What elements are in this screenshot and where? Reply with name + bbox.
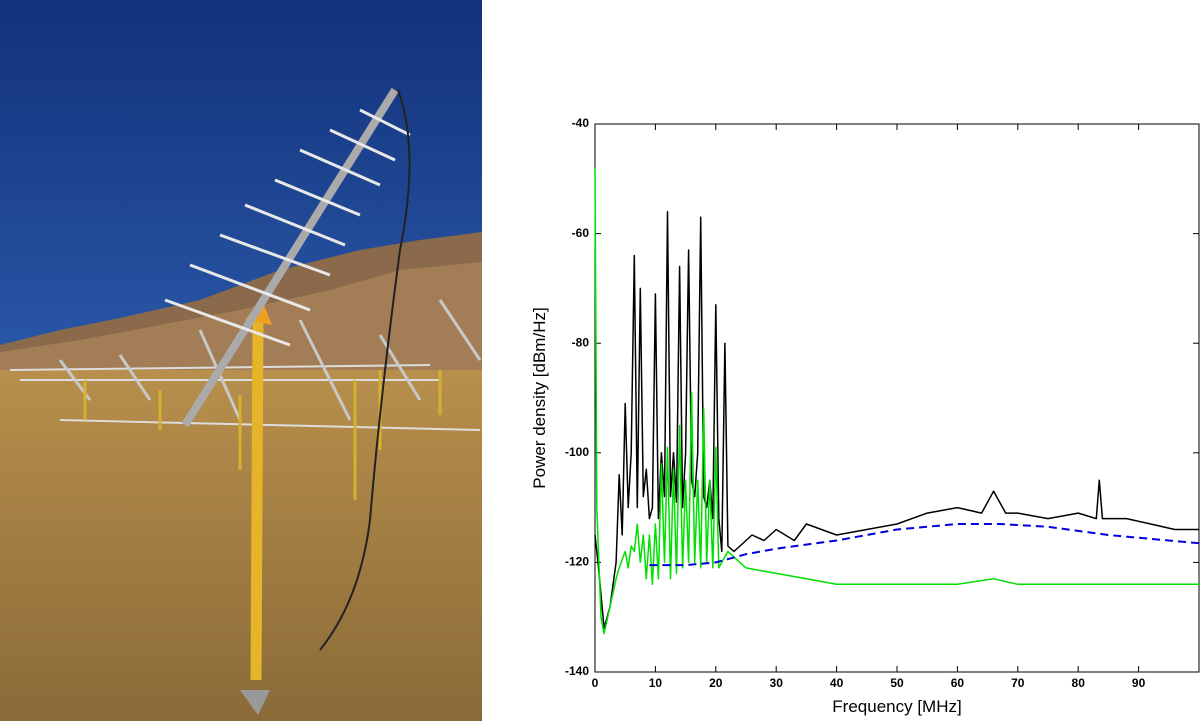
- x-tick-label: 80: [1072, 676, 1086, 690]
- plot: Frequency [MHz] Power density [dBm/Hz]: [530, 307, 962, 716]
- x-tick-label: 10: [649, 676, 663, 690]
- y-tick-label: -120: [565, 555, 589, 569]
- series-line: [649, 523, 1200, 567]
- y-tick-label: -100: [565, 445, 589, 459]
- photo: [0, 0, 482, 721]
- x-tick-label: 50: [890, 676, 904, 690]
- plot-frame: [594, 123, 1200, 673]
- y-tick-label: -140: [565, 664, 589, 678]
- series-line: [594, 167, 1199, 635]
- x-tick-label: 70: [1011, 676, 1025, 690]
- x-axis-label: Frequency [MHz]: [832, 697, 961, 716]
- y-tick-label: -60: [572, 226, 590, 240]
- x-tick-label: 60: [951, 676, 965, 690]
- x-tick-label: 30: [770, 676, 784, 690]
- x-tick-label: 0: [592, 676, 599, 690]
- y-axis-label: Power density [dBm/Hz]: [530, 307, 549, 488]
- x-tick-label: 20: [709, 676, 723, 690]
- y-tick-label: -80: [572, 335, 590, 349]
- y-tick-label: -40: [572, 116, 590, 130]
- series-line: [594, 210, 1199, 629]
- x-tick-label: 40: [830, 676, 844, 690]
- x-tick-label: 90: [1132, 676, 1146, 690]
